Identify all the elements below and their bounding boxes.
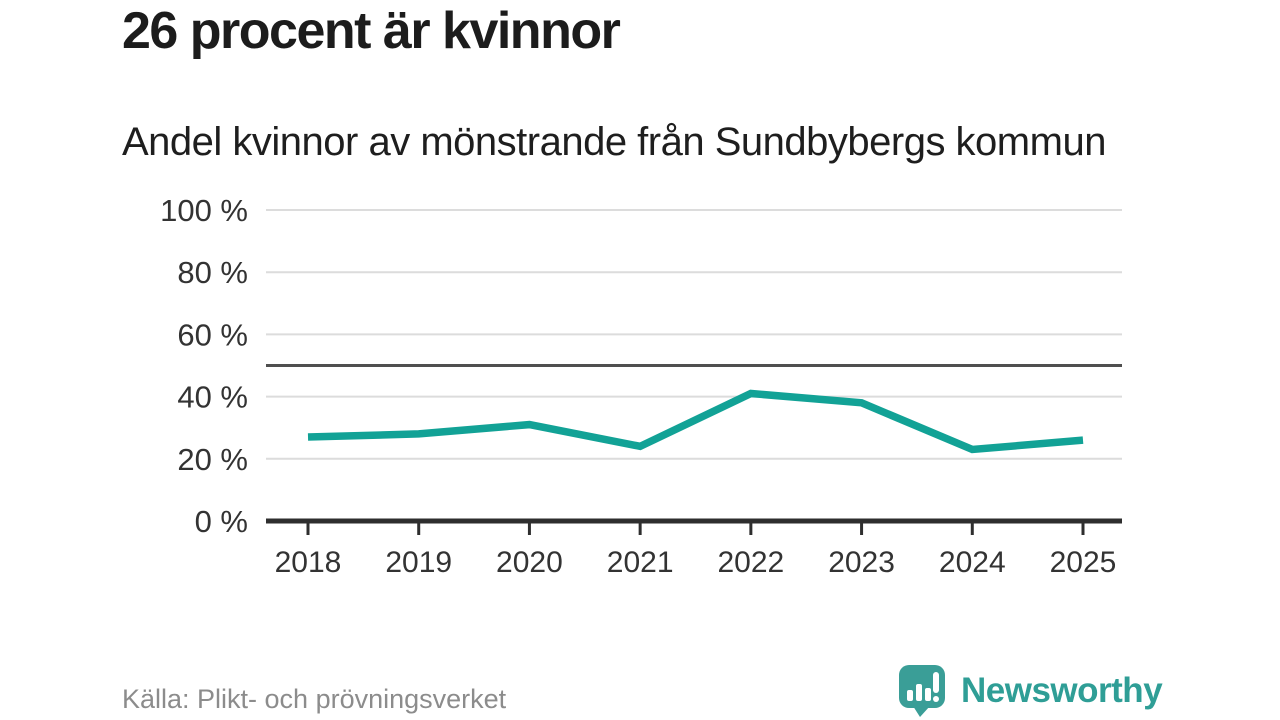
line-chart: 0 % 20 % 40 % 60 % 80 % 100 % 2018 2019 2020 2021… (160, 193, 1122, 579)
chart-subtitle: Andel kvinnor av mönstrande från Sundbyb… (122, 120, 1106, 164)
chart-title: 26 procent är kvinnor (122, 2, 621, 60)
x-axis-tick-label: 2021 (607, 546, 674, 579)
newsworthy-logo: Newsworthy (898, 664, 1163, 717)
x-axis-tick-label: 2023 (828, 546, 895, 579)
newsworthy-logo-text: Newsworthy (961, 670, 1163, 710)
x-axis-tick-label: 2022 (717, 546, 784, 579)
y-axis-tick-label: 60 % (177, 317, 248, 352)
x-axis-tick-label: 2024 (939, 546, 1006, 579)
y-axis-tick-label: 80 % (177, 255, 248, 290)
newsworthy-logo-icon (899, 665, 945, 717)
x-axis-tick-label: 2020 (496, 546, 563, 579)
y-axis-tick-label: 100 % (160, 193, 248, 228)
x-axis-tick-label: 2019 (385, 546, 452, 579)
y-axis-tick-label: 0 % (195, 504, 248, 539)
y-axis-tick-label: 20 % (177, 442, 248, 477)
y-axis-tick-label: 40 % (177, 380, 248, 415)
data-line-series (307, 389, 1084, 454)
x-axis-tick-label: 2025 (1050, 546, 1117, 579)
x-axis-tick-label: 2018 (275, 546, 342, 579)
source-note: Källa: Plikt- och prövningsverket (122, 684, 507, 714)
